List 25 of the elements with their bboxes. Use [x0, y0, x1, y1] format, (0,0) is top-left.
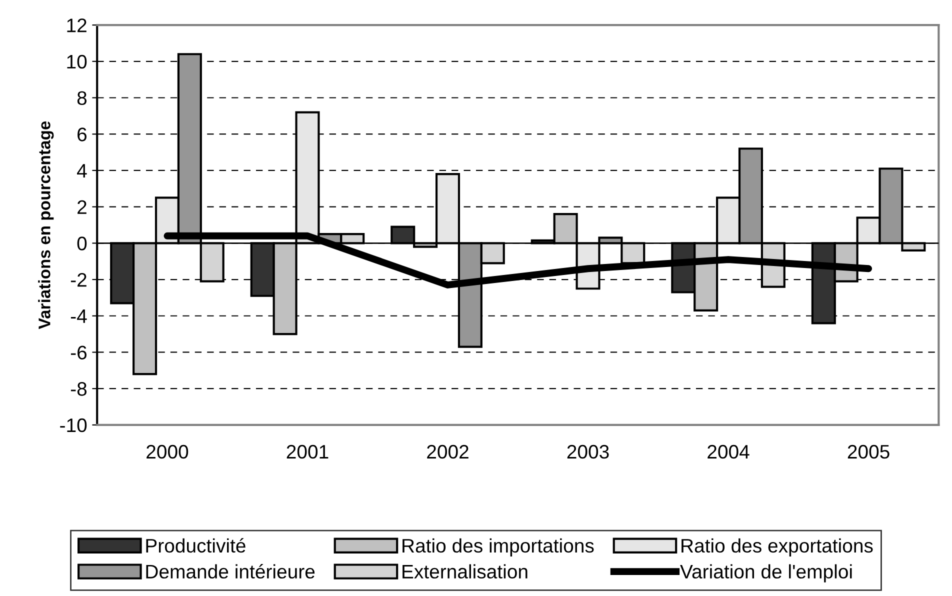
y-tick-label: -4	[70, 310, 87, 323]
y-tick-label: 8	[77, 91, 87, 105]
x-tick-label: 2002	[427, 444, 468, 459]
x-tick-label: 2005	[848, 444, 890, 459]
x-tick-label: 2004	[708, 444, 750, 459]
legend-label: Ratio des importations	[402, 538, 594, 556]
x-tick-label: 2000	[146, 444, 188, 459]
legend-label: Externalisation	[402, 564, 528, 579]
y-tick-label: -6	[70, 346, 87, 360]
y-tick-label: 6	[78, 128, 87, 142]
x-tick-label: 2001	[286, 444, 328, 459]
x-tick-label: 2003	[567, 444, 609, 459]
y-tick-label: 12	[67, 18, 86, 32]
y-tick-label: 2	[78, 200, 86, 214]
y-tick-label: -8	[70, 382, 87, 396]
legend-label: Productivité	[146, 538, 246, 553]
legend-label: Ratio des exportations	[682, 538, 873, 556]
y-axis-title: Variations en pourcentage	[38, 121, 54, 330]
y-tick-label: 4	[77, 164, 87, 178]
y-tick-label: -2	[70, 272, 86, 287]
legend-label: Variation de l'emploi	[680, 564, 852, 582]
y-tick-label: 0	[77, 236, 87, 250]
legend-label: Demande intérieure	[146, 564, 315, 579]
y-tick-label: 10	[67, 54, 87, 69]
y-tick-label: -10	[60, 418, 87, 432]
